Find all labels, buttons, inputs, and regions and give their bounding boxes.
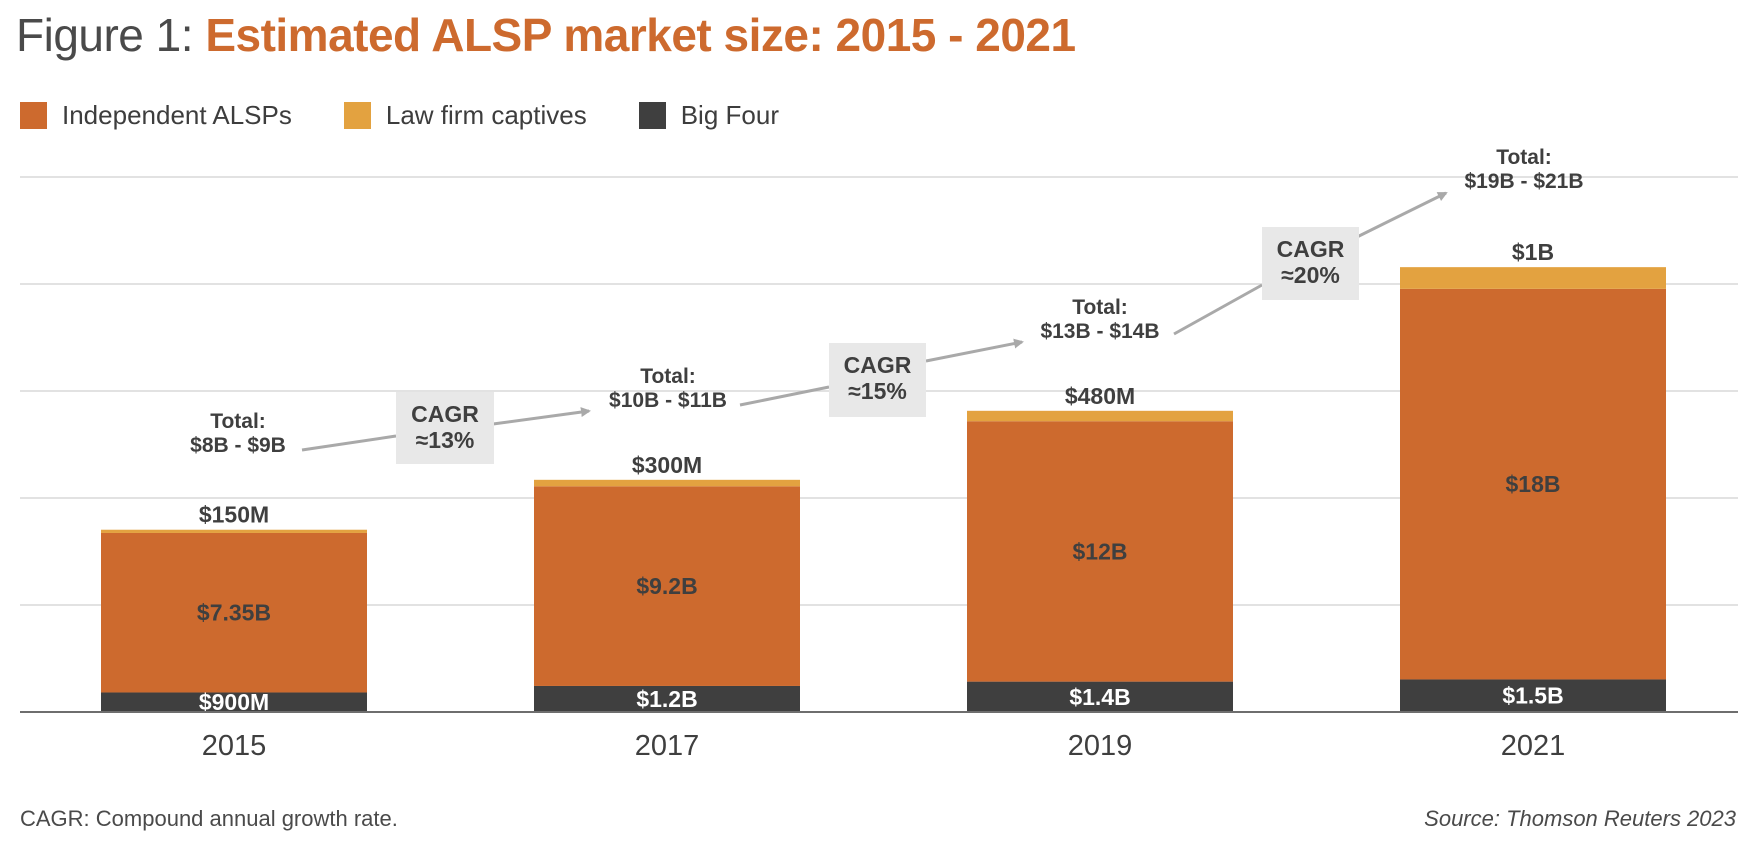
cagr-label-3: CAGR: [1277, 236, 1345, 262]
legend-label-bigfour: Big Four: [680, 100, 779, 130]
total-heading-2015: Total:: [210, 410, 266, 433]
bar-captives-2019: [967, 410, 1233, 422]
legend: Independent ALSPs Law firm captives Big Fo…: [20, 100, 831, 131]
bar-captives-2021: [1400, 267, 1666, 289]
legend-label-captives: Law firm captives: [385, 100, 587, 130]
legend-swatch-bigfour: [638, 102, 666, 129]
cagr-arrow-head-1: [492, 407, 591, 426]
total-range-2019: $13B - $14B: [1040, 320, 1159, 343]
cagr-arrow-head-3: [1356, 191, 1448, 239]
total-heading-2019: Total:: [1072, 296, 1128, 319]
bar-captives-2017: [534, 479, 800, 487]
cagr-value-1: ≈13%: [416, 427, 475, 453]
legend-item-captives: Law firm captives: [343, 100, 587, 131]
bar-bigfour-2017: [534, 685, 800, 712]
bar-independent-2015: [101, 532, 367, 693]
cagr-label-2: CAGR: [844, 352, 912, 378]
total-heading-2017: Total:: [640, 365, 696, 388]
bar-independent-2017: [534, 486, 800, 686]
data-label-captives-2021: $1B: [1512, 239, 1554, 265]
cagr-box-3: [1262, 227, 1359, 300]
x-tick-label-2015: 2015: [202, 730, 267, 762]
data-label-bigfour-2021: $1.5B: [1502, 683, 1563, 709]
cagr-arrow-tail-1: [301, 434, 397, 452]
chart-title: Figure 1: Estimated ALSP market size: 20…: [16, 8, 1076, 62]
cagr-label-1: CAGR: [411, 401, 479, 427]
cagr-box-1: [396, 392, 494, 464]
stacked-bar-chart: $900M $7.35B $150M 2015 $1.2B $9.2B $300M 2017 $…: [20, 146, 1738, 762]
total-heading-2021: Total:: [1496, 146, 1552, 169]
data-label-independent-2021: $18B: [1506, 471, 1561, 497]
bar-captives-2015: [101, 529, 367, 533]
legend-swatch-captives: [343, 102, 371, 129]
total-range-2017: $10B - $11B: [609, 389, 727, 412]
cagr-arrow-head-2: [925, 338, 1024, 363]
footnote: CAGR: Compound annual growth rate.: [20, 806, 398, 831]
cagr-box-2: [829, 343, 926, 417]
bar-bigfour-2019: [967, 681, 1233, 712]
cagr-arrow-tail-2: [739, 385, 830, 407]
figure-title: Estimated ALSP market size: 2015 - 2021: [205, 9, 1076, 61]
bar-independent-2019: [967, 421, 1233, 682]
source-note: Source: Thomson Reuters 2023: [1424, 806, 1736, 831]
x-tick-label-2019: 2019: [1068, 730, 1133, 762]
total-range-2021: $19B - $21B: [1464, 170, 1583, 193]
data-label-bigfour-2015: $900M: [199, 689, 269, 715]
total-range-2015: $8B - $9B: [190, 434, 286, 457]
data-label-captives-2017: $300M: [632, 452, 702, 478]
legend-label-independent: Independent ALSPs: [62, 100, 292, 130]
data-label-independent-2019: $12B: [1073, 538, 1128, 564]
cagr-arrow-tail-3: [1173, 283, 1263, 336]
bar-bigfour-2021: [1400, 679, 1666, 712]
data-label-independent-2015: $7.35B: [197, 600, 271, 626]
data-label-captives-2015: $150M: [199, 502, 269, 528]
data-label-captives-2019: $480M: [1065, 383, 1135, 409]
legend-item-bigfour: Big Four: [638, 100, 779, 131]
cagr-value-2: ≈15%: [848, 378, 907, 404]
legend-swatch-independent: [20, 102, 47, 129]
legend-item-independent: Independent ALSPs: [20, 100, 292, 131]
bar-bigfour-2015: [101, 692, 367, 712]
bar-independent-2021: [1400, 288, 1666, 680]
data-label-independent-2017: $9.2B: [636, 573, 697, 599]
data-label-bigfour-2019: $1.4B: [1069, 684, 1130, 710]
data-label-bigfour-2017: $1.2B: [636, 686, 697, 712]
x-tick-label-2021: 2021: [1501, 730, 1566, 762]
cagr-value-3: ≈20%: [1281, 262, 1340, 288]
figure-number: Figure 1:: [16, 9, 194, 61]
x-tick-label-2017: 2017: [635, 730, 700, 762]
